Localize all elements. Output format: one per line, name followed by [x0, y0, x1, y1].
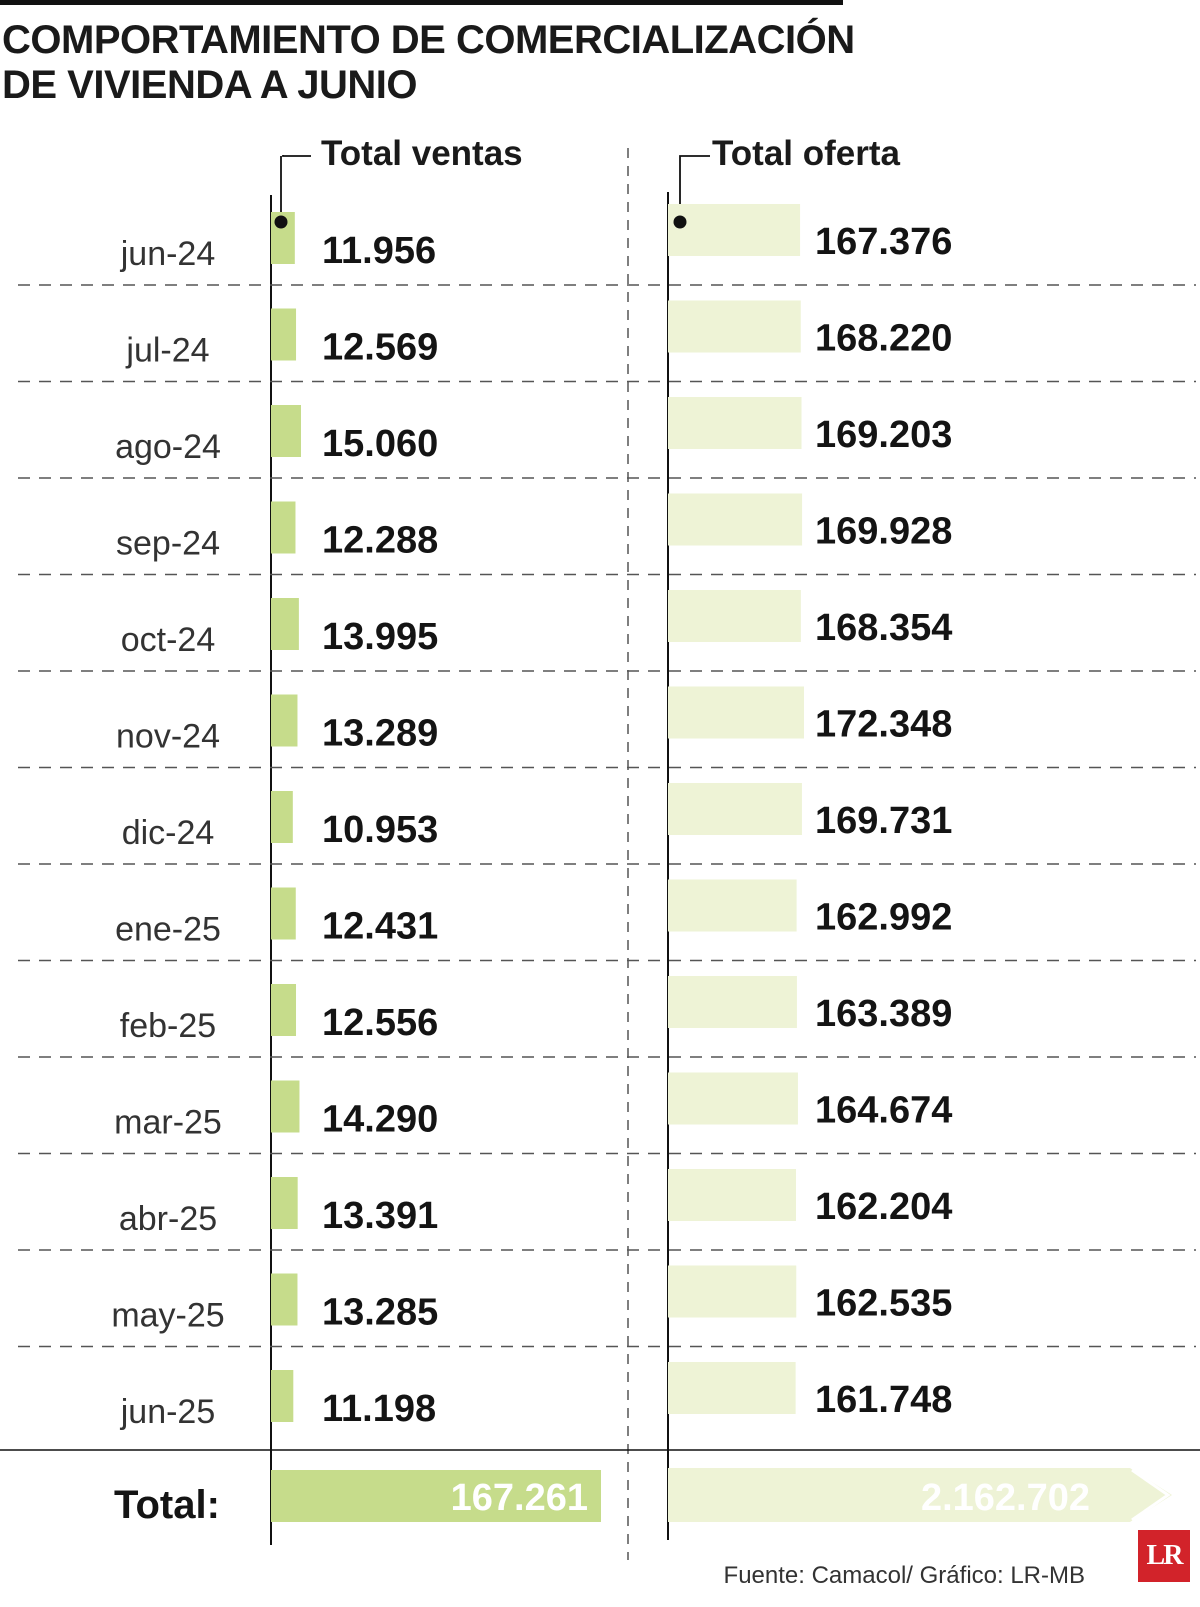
ventas-bar [271, 405, 301, 457]
oferta-value-label: 168.220 [815, 318, 952, 360]
category-label: ago-24 [115, 428, 221, 466]
ventas-value-label: 13.285 [322, 1292, 438, 1334]
oferta-column-header: Total oferta [712, 134, 900, 173]
oferta-bar [668, 397, 802, 449]
ventas-header-leader [282, 155, 311, 157]
oferta-leader-dot [673, 215, 687, 229]
category-label: abr-25 [119, 1200, 217, 1238]
ventas-bar [271, 1080, 300, 1133]
oferta-bar [668, 783, 802, 835]
oferta-total-arrow-chevron [1131, 1468, 1171, 1522]
category-label: jun-25 [120, 1393, 216, 1431]
oferta-header-leader [679, 155, 710, 215]
ventas-total-bar [271, 1470, 601, 1522]
ventas-bar [271, 1177, 298, 1229]
ventas-bar [271, 1273, 298, 1326]
oferta-bar [668, 976, 797, 1028]
category-label: mar-25 [114, 1104, 222, 1142]
oferta-bar [668, 1362, 796, 1414]
ventas-value-label: 14.290 [322, 1099, 438, 1141]
ventas-value-label: 12.556 [322, 1002, 438, 1044]
category-label: feb-25 [120, 1007, 216, 1045]
oferta-value-label: 163.389 [815, 993, 952, 1035]
source-note: Fuente: Camacol/ Gráfico: LR-MB [723, 1562, 1085, 1589]
category-label: jul-24 [125, 332, 209, 370]
ventas-column-header: Total ventas [321, 134, 523, 173]
total-label: Total: [114, 1483, 220, 1527]
ventas-value-label: 12.288 [322, 520, 438, 562]
ventas-value-label: 11.956 [322, 230, 436, 272]
category-label: nov-24 [116, 718, 220, 756]
ventas-value-label: 13.995 [322, 616, 438, 658]
oferta-total-label: 2.162.702 [921, 1477, 1090, 1519]
oferta-value-label: 168.354 [815, 607, 952, 649]
oferta-value-label: 164.674 [815, 1090, 952, 1132]
ventas-leader-dot [274, 215, 288, 229]
oferta-bar [668, 686, 804, 739]
oferta-total-bar [668, 1468, 1172, 1522]
ventas-bar [271, 598, 299, 650]
lr-logo: LR [1138, 1530, 1190, 1582]
category-label: dic-24 [122, 814, 215, 852]
ventas-value-label: 15.060 [322, 423, 438, 465]
oferta-value-label: 162.992 [815, 897, 952, 939]
ventas-total-label: 167.261 [451, 1477, 588, 1519]
oferta-bar [668, 204, 801, 256]
ventas-value-label: 12.569 [322, 327, 438, 369]
oferta-bar [668, 1265, 797, 1318]
chart-title-line-2: DE VIVIENDA A JUNIO [2, 63, 418, 107]
category-label: ene-25 [115, 911, 221, 949]
ventas-value-label: 12.431 [322, 906, 438, 948]
oferta-bar [668, 590, 801, 642]
oferta-value-label: 162.204 [815, 1186, 952, 1228]
oferta-value-label: 169.928 [815, 511, 952, 553]
category-label: oct-24 [121, 621, 216, 659]
category-label: sep-24 [116, 525, 220, 563]
ventas-bar [271, 791, 293, 843]
ventas-value-label: 13.391 [322, 1195, 438, 1237]
oferta-bar [668, 1072, 798, 1125]
ventas-value-label: 10.953 [322, 809, 438, 851]
oferta-value-label: 162.535 [815, 1283, 952, 1325]
ventas-bar [271, 984, 297, 1036]
oferta-value-label: 169.731 [815, 800, 952, 842]
oferta-bar [668, 493, 803, 546]
oferta-bar [668, 879, 797, 932]
oferta-value-label: 172.348 [815, 704, 952, 746]
ventas-value-label: 13.289 [322, 713, 438, 755]
oferta-value-label: 161.748 [815, 1379, 952, 1421]
oferta-bar [668, 1169, 796, 1221]
ventas-bar [271, 887, 296, 940]
oferta-bar [668, 300, 801, 353]
ventas-bar [271, 694, 298, 747]
category-label: jun-24 [120, 235, 216, 273]
category-label: may-25 [111, 1297, 224, 1335]
chart-title: COMPORTAMIENTO DE COMERCIALIZACIÓN DE VI… [2, 18, 855, 108]
ventas-bar [271, 308, 297, 361]
ventas-bar [271, 501, 296, 554]
top-rule [0, 0, 843, 5]
ventas-bar [271, 1370, 294, 1422]
ventas-value-label: 11.198 [322, 1388, 436, 1430]
oferta-value-label: 169.203 [815, 414, 952, 456]
chart-title-line-1: COMPORTAMIENTO DE COMERCIALIZACIÓN [2, 18, 855, 62]
oferta-value-label: 167.376 [815, 221, 952, 263]
